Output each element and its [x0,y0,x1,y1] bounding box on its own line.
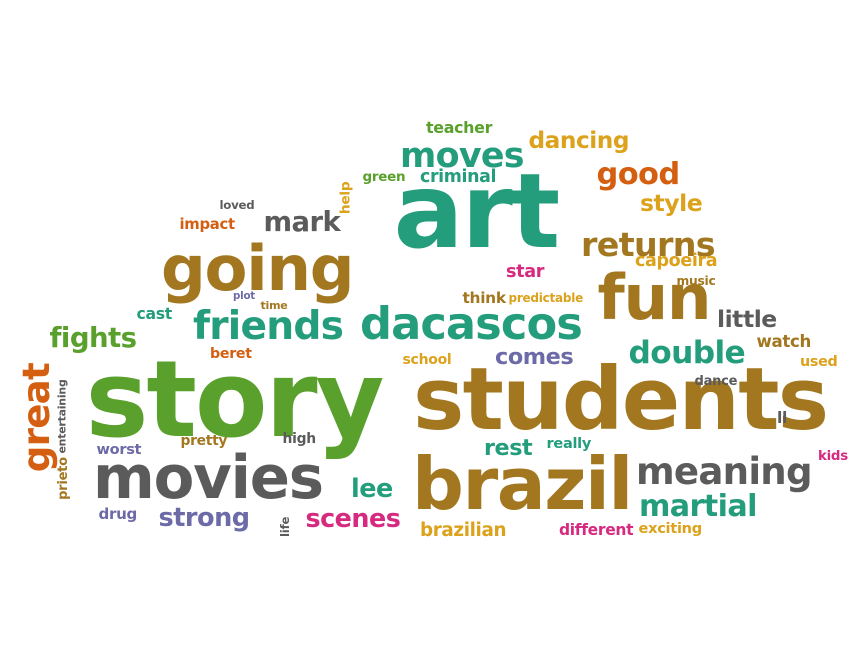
word-double: double [628,334,746,371]
word-dacascos: dacascos [360,297,583,350]
word-prieto: prieto [55,456,71,500]
word-pretty: pretty [180,433,228,449]
word-loved: loved [219,198,255,212]
word-friends: friends [193,303,344,349]
word-help: help [336,181,353,215]
word-time: time [260,298,288,312]
word-high: high [282,431,317,447]
word-different: different [559,521,634,539]
word-capoeira: capoeira [635,251,718,271]
word-star: star [506,262,545,282]
word-predictable: predictable [508,291,584,305]
word-style: style [640,189,703,217]
word-dancing: dancing [528,126,630,154]
word-scenes: scenes [305,502,401,533]
word-story: story [85,338,385,461]
word-life: life [278,516,293,537]
word-good: good [596,157,681,192]
word-used: used [800,354,838,370]
word-moves: moves [400,135,524,176]
word-dance: dance [694,373,738,389]
word-mark: mark [263,206,341,238]
word-cast: cast [136,304,173,323]
word-entertaining: entertaining [55,378,69,454]
word-worst: worst [96,441,142,458]
word-comes: comes [495,344,574,370]
word-brazil: brazil [412,442,633,527]
word-movies: movies [93,442,324,512]
word-little: little [717,305,777,333]
word-rest: rest [484,435,533,461]
word-watch: watch [756,331,812,351]
word-martial: martial [639,489,757,524]
word-students: students [413,350,829,450]
word-meaning: meaning [636,449,813,493]
word-lee: lee [351,473,393,504]
word-strong: strong [158,503,251,533]
word-art: art [393,152,561,272]
word-brazilian: brazilian [420,520,507,541]
word-plot: plot [233,290,255,302]
word-returns: returns [581,224,716,264]
word-fun: fun [597,260,712,334]
word-drug: drug [98,504,138,523]
word-criminal: criminal [420,166,497,187]
word-going: going [161,231,355,305]
word-impact: impact [179,215,236,233]
word-fights: fights [49,322,138,354]
word-kids: kids [818,448,848,464]
word-great: great [13,362,58,472]
word-teacher: teacher [426,118,493,137]
word-really: really [546,435,592,452]
word-music: music [676,274,716,288]
word-exciting: exciting [638,519,703,537]
word-green: green [362,168,406,185]
word-think: think [462,288,507,307]
word-ll: ll [777,408,788,427]
word-beret: beret [210,346,252,362]
word-school: school [402,352,452,368]
